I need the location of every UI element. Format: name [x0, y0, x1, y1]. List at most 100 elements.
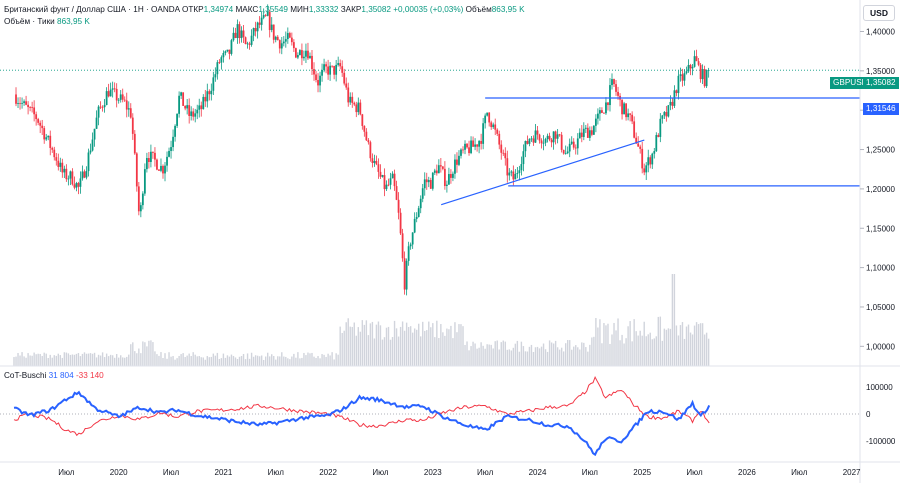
- volume-bar: [327, 353, 329, 366]
- ticks-label[interactable]: Объём · Тики: [4, 17, 55, 26]
- candle-body: [91, 139, 94, 151]
- candle-body: [186, 105, 189, 109]
- candle-body: [631, 114, 634, 122]
- candle-body: [393, 173, 396, 187]
- volume-bar: [79, 356, 82, 366]
- volume-bar: [339, 326, 341, 366]
- candle-body: [659, 118, 662, 137]
- volume-bar: [552, 343, 555, 366]
- volume-bar: [689, 332, 692, 366]
- candle-body: [272, 24, 275, 40]
- candle-body: [532, 138, 535, 143]
- volume-bar: [299, 358, 301, 366]
- volume-bar: [289, 359, 291, 366]
- volume-bar: [643, 321, 645, 366]
- candle-body: [166, 156, 168, 166]
- volume-bar: [569, 340, 571, 366]
- candle-body: [311, 55, 313, 70]
- volume-bar: [401, 321, 404, 366]
- volume-bar: [544, 349, 547, 366]
- volume-bar: [669, 328, 672, 366]
- volume-bar: [355, 335, 357, 366]
- volume-bar: [361, 320, 364, 366]
- volume-bar: [460, 324, 462, 366]
- volume-bar: [107, 356, 110, 366]
- volume-bar: [681, 322, 684, 366]
- candle-body: [568, 143, 571, 152]
- currency-button[interactable]: USD: [863, 5, 895, 21]
- volume-bar: [500, 342, 502, 366]
- symbol-name[interactable]: Британский фунт / Доллар США · 1H · OAND…: [4, 5, 180, 14]
- volume-bar: [154, 351, 156, 366]
- candle-body: [665, 112, 668, 117]
- time-tick-label: Июл: [686, 468, 703, 477]
- volume-bar: [204, 359, 206, 366]
- candle-body: [101, 106, 104, 108]
- time-tick-label: 2023: [424, 468, 442, 477]
- candle-body: [232, 32, 235, 41]
- volume-bar: [573, 346, 575, 366]
- candle-body: [85, 171, 88, 178]
- candle-body: [357, 102, 360, 113]
- candle-body: [299, 50, 301, 56]
- volume-bar: [450, 325, 452, 366]
- volume-bar: [641, 335, 643, 366]
- volume-bar: [176, 358, 178, 366]
- volume-bar: [83, 352, 86, 366]
- candle-body: [23, 101, 25, 103]
- candle-body: [663, 112, 666, 116]
- time-tick-label: 2026: [738, 468, 756, 477]
- candle-body: [278, 40, 281, 49]
- candle-body: [276, 36, 279, 41]
- time-axis[interactable]: Июл 2020 Июл 2021 Июл 2022 Июл 2023 Июл 2024 Июл 20…: [0, 461, 900, 477]
- candle-body: [653, 151, 656, 154]
- volume-bar: [291, 356, 293, 366]
- candle-body: [367, 140, 370, 143]
- candle-body: [168, 150, 170, 157]
- volume-bar: [665, 329, 668, 366]
- volume-bar: [307, 352, 309, 366]
- time-tick-label: 2025: [633, 468, 651, 477]
- price-tick-label: 1,25000: [866, 146, 895, 155]
- candle-body: [609, 85, 611, 106]
- volume-bar: [703, 334, 706, 366]
- candle-body: [41, 125, 44, 129]
- candle-body: [443, 168, 446, 186]
- price-tick-label: 1,10000: [866, 264, 895, 273]
- candle-body: [645, 165, 648, 173]
- candle-body: [611, 79, 613, 86]
- candle-body: [345, 83, 348, 88]
- volume-bar: [216, 352, 219, 366]
- candle-body: [584, 127, 587, 129]
- volume-bar: [420, 336, 422, 366]
- candle-body: [176, 113, 178, 126]
- candle-body: [472, 140, 474, 147]
- candle-body: [33, 107, 36, 115]
- volume-bar: [490, 344, 492, 366]
- volume-bar: [415, 329, 418, 366]
- candle-body: [641, 148, 644, 169]
- candle-body: [236, 24, 239, 39]
- volume-bar: [23, 356, 25, 366]
- volume-bar: [637, 335, 639, 366]
- candle-body: [685, 71, 688, 74]
- cot-name[interactable]: CoT-Buschi: [4, 371, 47, 380]
- candle-body: [464, 143, 466, 150]
- candle-body: [182, 92, 185, 106]
- candle-body: [220, 57, 223, 63]
- volume-bar: [53, 355, 55, 366]
- volume-bar: [180, 354, 182, 366]
- time-tick-label: Июл: [582, 468, 599, 477]
- candle-body: [667, 105, 670, 117]
- volume-bar: [564, 343, 567, 366]
- candle-body: [117, 99, 120, 101]
- candle-body: [462, 149, 464, 151]
- volume-bar: [262, 359, 265, 366]
- volume-bar: [657, 316, 660, 366]
- candle-body: [53, 149, 56, 158]
- candle-body: [83, 171, 86, 178]
- candle-body: [351, 96, 354, 103]
- candle-body: [550, 139, 553, 143]
- candle-body: [395, 186, 398, 200]
